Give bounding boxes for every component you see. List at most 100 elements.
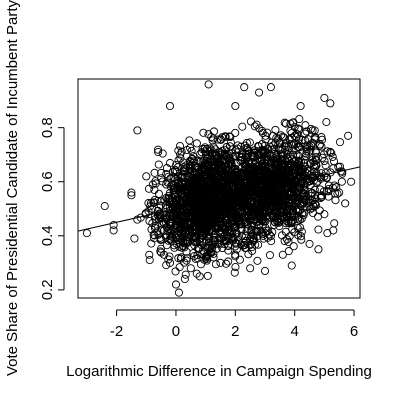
data-point bbox=[268, 212, 277, 221]
data-point bbox=[148, 219, 157, 228]
data-point bbox=[220, 202, 230, 211]
data-point bbox=[217, 169, 226, 178]
data-point bbox=[167, 237, 176, 246]
data-point bbox=[227, 208, 236, 218]
data-point bbox=[244, 206, 253, 215]
data-point bbox=[154, 147, 163, 157]
data-point bbox=[231, 101, 240, 111]
data-point bbox=[244, 212, 253, 221]
data-point bbox=[221, 218, 230, 227]
data-point bbox=[238, 241, 247, 250]
data-point bbox=[174, 288, 183, 297]
data-point bbox=[175, 263, 184, 272]
data-point bbox=[157, 174, 166, 183]
data-point bbox=[171, 267, 180, 276]
data-point bbox=[326, 99, 335, 108]
data-point bbox=[331, 196, 340, 205]
data-point bbox=[265, 251, 275, 260]
data-point bbox=[198, 163, 207, 172]
data-point bbox=[183, 197, 192, 206]
data-point bbox=[277, 192, 286, 202]
data-point bbox=[288, 180, 297, 189]
data-point bbox=[206, 151, 215, 160]
data-point bbox=[236, 181, 245, 190]
data-point bbox=[173, 233, 183, 242]
data-point bbox=[302, 203, 311, 212]
data-point bbox=[204, 229, 213, 238]
data-point bbox=[109, 220, 118, 230]
data-point bbox=[182, 247, 191, 256]
data-point bbox=[303, 142, 312, 152]
points-layer bbox=[82, 80, 356, 297]
data-point bbox=[142, 172, 151, 181]
data-point bbox=[196, 205, 206, 214]
data-point bbox=[154, 230, 163, 239]
data-point bbox=[273, 150, 282, 159]
data-point bbox=[176, 182, 185, 191]
data-point bbox=[190, 194, 199, 204]
data-point bbox=[225, 132, 234, 141]
data-point bbox=[191, 233, 200, 242]
x-axis-label: Logarithmic Difference in Campaign Spend… bbox=[66, 363, 372, 380]
data-point bbox=[186, 164, 195, 173]
data-point bbox=[301, 121, 310, 130]
data-point bbox=[295, 114, 304, 124]
data-point bbox=[271, 160, 281, 170]
data-point bbox=[127, 191, 136, 200]
data-point bbox=[260, 266, 270, 276]
data-point bbox=[205, 147, 214, 156]
y-axis-label: Vote Share of Presidential Candidate of … bbox=[4, 0, 21, 376]
x-tick-label: -2 bbox=[110, 323, 123, 340]
data-point bbox=[329, 157, 339, 166]
data-point bbox=[210, 193, 219, 202]
data-point bbox=[173, 213, 182, 222]
data-point bbox=[219, 203, 228, 212]
data-point bbox=[147, 199, 156, 208]
data-point bbox=[292, 133, 301, 142]
data-point bbox=[165, 219, 174, 228]
data-point bbox=[197, 201, 206, 210]
data-point bbox=[221, 197, 230, 207]
data-point bbox=[289, 242, 298, 251]
data-point bbox=[169, 189, 178, 198]
data-point bbox=[199, 190, 208, 199]
data-point bbox=[287, 183, 296, 192]
data-point bbox=[288, 150, 298, 159]
data-point bbox=[330, 219, 339, 228]
plot-frame bbox=[77, 78, 361, 299]
data-point bbox=[283, 150, 292, 159]
data-point bbox=[255, 88, 264, 97]
data-point bbox=[283, 213, 292, 222]
data-point bbox=[330, 181, 339, 190]
data-point bbox=[287, 261, 296, 270]
data-point bbox=[310, 126, 319, 135]
data-point bbox=[130, 234, 139, 243]
data-point bbox=[279, 133, 289, 142]
regression-line bbox=[77, 166, 361, 232]
data-point bbox=[204, 214, 213, 223]
data-point bbox=[253, 256, 262, 265]
data-point bbox=[173, 163, 182, 172]
data-point bbox=[171, 221, 180, 230]
data-point bbox=[176, 154, 185, 163]
data-point bbox=[169, 203, 178, 212]
data-point bbox=[344, 131, 353, 140]
x-axis: -2 0 2 4 6 bbox=[110, 309, 358, 340]
data-point bbox=[197, 148, 206, 157]
data-point bbox=[268, 203, 277, 212]
data-point bbox=[165, 158, 175, 168]
data-point bbox=[157, 248, 166, 257]
data-point bbox=[153, 211, 162, 220]
data-point bbox=[141, 210, 150, 219]
data-point bbox=[324, 181, 333, 190]
y-tick-label: 0.4 bbox=[39, 225, 56, 246]
x-tick-label: 2 bbox=[231, 323, 239, 340]
data-point bbox=[148, 180, 157, 189]
data-point bbox=[198, 145, 207, 154]
data-point bbox=[157, 168, 166, 177]
data-point bbox=[287, 219, 296, 228]
data-point bbox=[319, 187, 329, 196]
data-point bbox=[308, 156, 317, 165]
data-point bbox=[200, 247, 209, 256]
data-point bbox=[202, 251, 212, 260]
